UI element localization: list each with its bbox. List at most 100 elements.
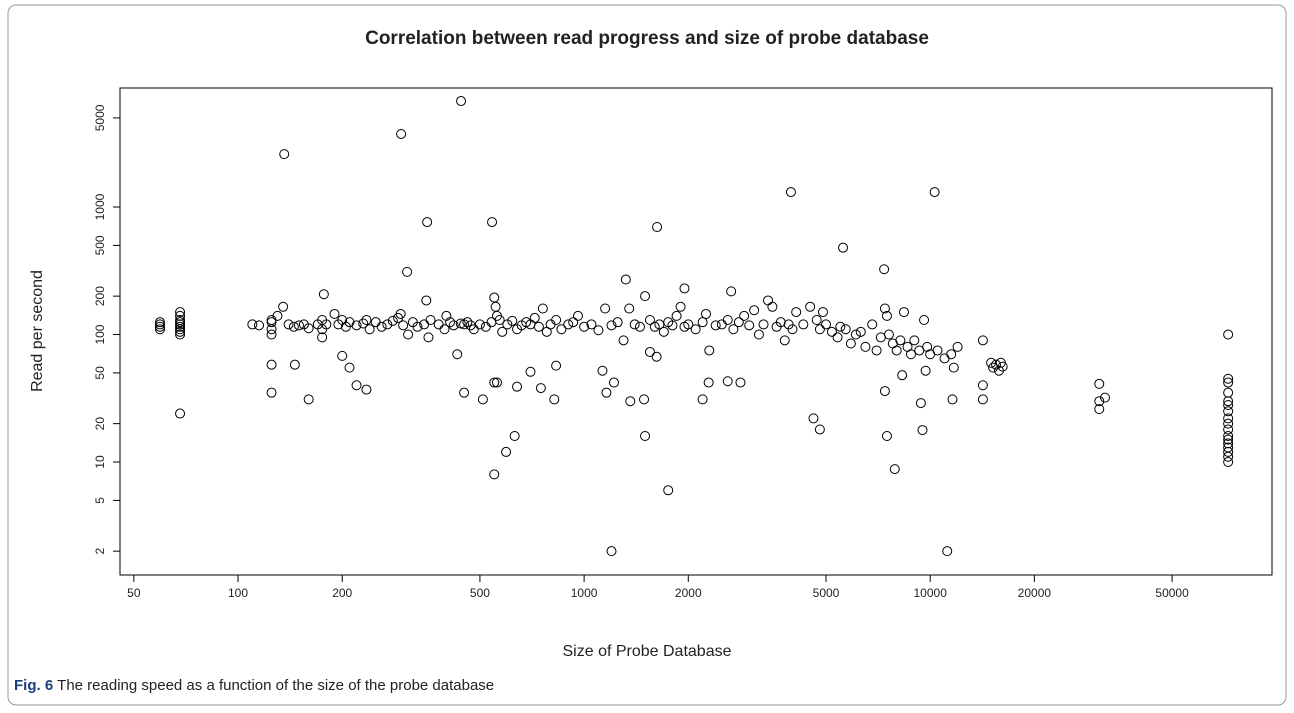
point — [266, 359, 277, 370]
point — [403, 329, 414, 340]
point — [814, 424, 825, 435]
point — [671, 310, 682, 321]
point — [625, 396, 636, 407]
point — [1223, 373, 1234, 384]
point — [722, 376, 733, 387]
point — [977, 380, 988, 391]
point — [871, 345, 882, 356]
point — [612, 317, 623, 328]
point — [175, 408, 186, 419]
point — [787, 324, 798, 335]
x-tick-label: 200 — [332, 586, 352, 600]
point — [977, 335, 988, 346]
y-tick-label: 20 — [93, 417, 107, 431]
point — [618, 335, 629, 346]
point — [507, 315, 518, 326]
point — [456, 96, 467, 107]
point — [586, 319, 597, 330]
point — [448, 320, 459, 331]
point — [915, 398, 926, 409]
point — [683, 319, 694, 330]
point — [881, 310, 892, 321]
point — [462, 317, 473, 328]
point — [351, 320, 362, 331]
point — [629, 319, 640, 330]
x-tick-label: 1000 — [571, 586, 598, 600]
point — [556, 324, 567, 335]
point — [601, 387, 612, 398]
point — [775, 317, 786, 328]
point — [850, 329, 861, 340]
y-tick-label: 200 — [93, 286, 107, 306]
point — [351, 380, 362, 391]
point — [811, 314, 822, 325]
point — [283, 319, 294, 330]
point — [329, 308, 340, 319]
x-tick-label: 2000 — [675, 586, 702, 600]
y-tick-label: 100 — [93, 324, 107, 344]
point — [867, 319, 878, 330]
point — [726, 286, 737, 297]
point — [946, 349, 957, 360]
point — [922, 341, 933, 352]
point — [154, 321, 165, 332]
point — [909, 335, 920, 346]
plot-box — [119, 87, 1273, 576]
point — [948, 362, 959, 373]
point — [735, 377, 746, 388]
point — [798, 319, 809, 330]
point — [879, 386, 890, 397]
point — [303, 394, 314, 405]
point — [387, 315, 398, 326]
x-tick-label: 50000 — [1155, 586, 1189, 600]
y-tick-label: 2 — [93, 547, 107, 554]
point — [753, 329, 764, 340]
point — [917, 425, 928, 436]
point — [991, 359, 1002, 370]
point — [474, 319, 485, 330]
point — [767, 301, 778, 312]
point — [266, 329, 277, 340]
figure-caption: Fig. 6 The reading speed as a function of… — [14, 677, 494, 694]
point — [1223, 413, 1234, 424]
point — [1223, 329, 1234, 340]
point — [988, 362, 999, 373]
caption-text: The reading speed as a function of the s… — [57, 677, 495, 694]
point — [855, 326, 866, 337]
point — [649, 321, 660, 332]
point — [791, 307, 802, 318]
point — [644, 346, 655, 357]
point — [480, 321, 491, 332]
point — [318, 289, 329, 300]
point — [697, 394, 708, 405]
point — [247, 319, 258, 330]
point — [425, 314, 436, 325]
point — [600, 303, 611, 314]
point — [817, 307, 828, 318]
point — [549, 394, 560, 405]
point — [175, 314, 186, 325]
x-axis-label: Size of Probe Database — [563, 643, 732, 660]
point — [535, 383, 546, 394]
point — [722, 314, 733, 325]
point — [279, 149, 290, 160]
point — [697, 317, 708, 328]
chart-title: Correlation between read progress and si… — [365, 28, 929, 49]
point — [785, 187, 796, 198]
point — [459, 319, 470, 330]
point — [891, 345, 902, 356]
point — [639, 394, 650, 405]
point — [154, 324, 165, 335]
point — [905, 349, 916, 360]
point — [606, 320, 617, 331]
point — [832, 332, 843, 343]
point — [821, 319, 832, 330]
point — [883, 329, 894, 340]
point — [551, 314, 562, 325]
point — [572, 310, 583, 321]
point — [254, 320, 265, 331]
point — [175, 329, 186, 340]
point — [563, 319, 574, 330]
point — [986, 357, 997, 368]
